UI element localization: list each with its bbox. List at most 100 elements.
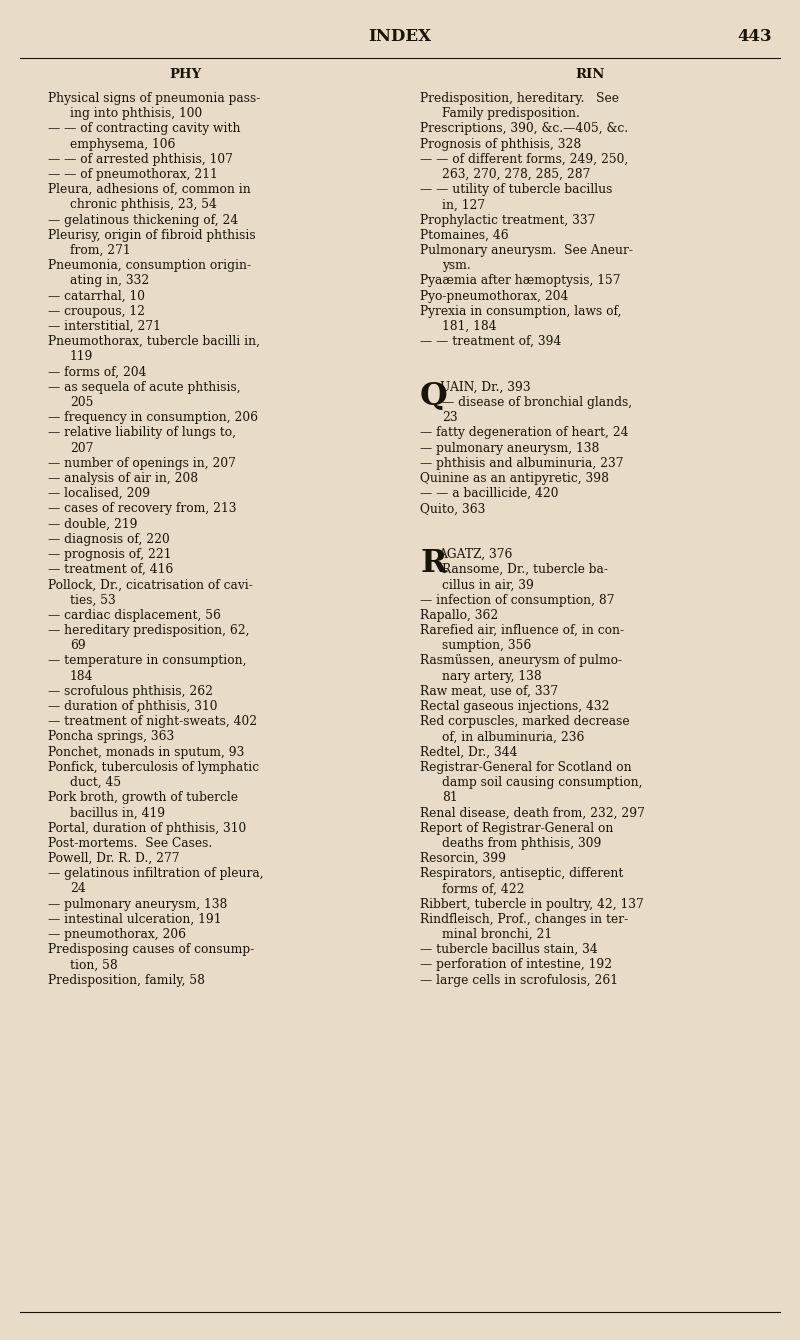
Text: — croupous, 12: — croupous, 12 [48, 304, 145, 318]
Text: 207: 207 [70, 442, 94, 454]
Text: Portal, duration of phthisis, 310: Portal, duration of phthisis, 310 [48, 821, 246, 835]
Text: PHY: PHY [169, 68, 201, 80]
Text: UAIN, Dr., 393: UAIN, Dr., 393 [440, 381, 530, 394]
Text: Prescriptions, 390, &c.—405, &c.: Prescriptions, 390, &c.—405, &c. [420, 122, 628, 135]
Text: — duration of phthisis, 310: — duration of phthisis, 310 [48, 699, 218, 713]
Text: sumption, 356: sumption, 356 [442, 639, 531, 653]
Text: Quinine as an antipyretic, 398: Quinine as an antipyretic, 398 [420, 472, 609, 485]
Text: Red corpuscles, marked decrease: Red corpuscles, marked decrease [420, 716, 630, 728]
Text: emphysema, 106: emphysema, 106 [70, 138, 175, 150]
Text: AGATZ, 376: AGATZ, 376 [438, 548, 512, 561]
Text: — analysis of air in, 208: — analysis of air in, 208 [48, 472, 198, 485]
Text: Powell, Dr. R. D., 277: Powell, Dr. R. D., 277 [48, 852, 179, 866]
Text: 24: 24 [70, 883, 86, 895]
Text: Pollock, Dr., cicatrisation of cavi-: Pollock, Dr., cicatrisation of cavi- [48, 579, 253, 591]
Text: — disease of bronchial glands,: — disease of bronchial glands, [442, 397, 632, 409]
Text: RIN: RIN [575, 68, 605, 80]
Text: Prognosis of phthisis, 328: Prognosis of phthisis, 328 [420, 138, 582, 150]
Text: from, 271: from, 271 [70, 244, 130, 257]
Text: Pneumothorax, tubercle bacilli in,: Pneumothorax, tubercle bacilli in, [48, 335, 260, 348]
Text: Quito, 363: Quito, 363 [420, 502, 486, 516]
Text: Respirators, antiseptic, different: Respirators, antiseptic, different [420, 867, 623, 880]
Text: 184: 184 [70, 670, 94, 682]
Text: — localised, 209: — localised, 209 [48, 488, 150, 500]
Text: — treatment of night-sweats, 402: — treatment of night-sweats, 402 [48, 716, 257, 728]
Text: — perforation of intestine, 192: — perforation of intestine, 192 [420, 958, 612, 971]
Text: Pleura, adhesions of, common in: Pleura, adhesions of, common in [48, 184, 250, 196]
Text: Rapallo, 362: Rapallo, 362 [420, 608, 498, 622]
Text: Renal disease, death from, 232, 297: Renal disease, death from, 232, 297 [420, 807, 645, 819]
Text: — — a bacillicide, 420: — — a bacillicide, 420 [420, 488, 558, 500]
Text: — tubercle bacillus stain, 34: — tubercle bacillus stain, 34 [420, 943, 598, 957]
Text: Physical signs of pneumonia pass-: Physical signs of pneumonia pass- [48, 92, 260, 105]
Text: 69: 69 [70, 639, 86, 653]
Text: Rindfleisch, Prof., changes in ter-: Rindfleisch, Prof., changes in ter- [420, 913, 628, 926]
Text: 23: 23 [442, 411, 458, 425]
Text: chronic phthisis, 23, 54: chronic phthisis, 23, 54 [70, 198, 217, 212]
Text: — interstitial, 271: — interstitial, 271 [48, 320, 161, 334]
Text: 81: 81 [442, 791, 458, 804]
Text: Predisposing causes of consump-: Predisposing causes of consump- [48, 943, 254, 957]
Text: 181, 184: 181, 184 [442, 320, 497, 334]
Text: Poncha springs, 363: Poncha springs, 363 [48, 730, 174, 744]
Text: Pyrexia in consumption, laws of,: Pyrexia in consumption, laws of, [420, 304, 622, 318]
Text: Pyo-pneumothorax, 204: Pyo-pneumothorax, 204 [420, 289, 568, 303]
Text: Predisposition, family, 58: Predisposition, family, 58 [48, 974, 205, 986]
Text: nary artery, 138: nary artery, 138 [442, 670, 542, 682]
Text: ties, 53: ties, 53 [70, 594, 116, 607]
Text: Pork broth, growth of tubercle: Pork broth, growth of tubercle [48, 791, 238, 804]
Text: bacillus in, 419: bacillus in, 419 [70, 807, 165, 819]
Text: Ribbert, tubercle in poultry, 42, 137: Ribbert, tubercle in poultry, 42, 137 [420, 898, 644, 911]
Text: Rarefied air, influence of, in con-: Rarefied air, influence of, in con- [420, 624, 624, 636]
Text: Redtel, Dr., 344: Redtel, Dr., 344 [420, 745, 518, 758]
Text: — large cells in scrofulosis, 261: — large cells in scrofulosis, 261 [420, 974, 618, 986]
Text: cillus in air, 39: cillus in air, 39 [442, 579, 534, 591]
Text: of, in albuminuria, 236: of, in albuminuria, 236 [442, 730, 584, 744]
Text: — relative liability of lungs to,: — relative liability of lungs to, [48, 426, 236, 440]
Text: Rectal gaseous injections, 432: Rectal gaseous injections, 432 [420, 699, 610, 713]
Text: Ransome, Dr., tubercle ba-: Ransome, Dr., tubercle ba- [442, 563, 608, 576]
Text: Ponchet, monads in sputum, 93: Ponchet, monads in sputum, 93 [48, 745, 244, 758]
Text: — pneumothorax, 206: — pneumothorax, 206 [48, 929, 186, 941]
Text: R: R [420, 548, 446, 579]
Text: minal bronchi, 21: minal bronchi, 21 [442, 929, 552, 941]
Text: — forms of, 204: — forms of, 204 [48, 366, 146, 379]
Text: — infection of consumption, 87: — infection of consumption, 87 [420, 594, 614, 607]
Text: Ptomaines, 46: Ptomaines, 46 [420, 229, 509, 241]
Text: Pyaæmia after hæmoptysis, 157: Pyaæmia after hæmoptysis, 157 [420, 275, 621, 287]
Text: — — treatment of, 394: — — treatment of, 394 [420, 335, 562, 348]
Text: — cardiac displacement, 56: — cardiac displacement, 56 [48, 608, 221, 622]
Text: — prognosis of, 221: — prognosis of, 221 [48, 548, 171, 561]
Text: Rasmüssen, aneurysm of pulmo-: Rasmüssen, aneurysm of pulmo- [420, 654, 622, 667]
Text: forms of, 422: forms of, 422 [442, 883, 525, 895]
Text: — temperature in consumption,: — temperature in consumption, [48, 654, 246, 667]
Text: Post-mortems.  See Cases.: Post-mortems. See Cases. [48, 836, 212, 850]
Text: 205: 205 [70, 397, 94, 409]
Text: in, 127: in, 127 [442, 198, 485, 212]
Text: Predisposition, hereditary.   See: Predisposition, hereditary. See [420, 92, 619, 105]
Text: — — utility of tubercle bacillus: — — utility of tubercle bacillus [420, 184, 612, 196]
Text: ating in, 332: ating in, 332 [70, 275, 150, 287]
Text: 443: 443 [738, 28, 772, 46]
Text: ysm.: ysm. [442, 259, 470, 272]
Text: Report of Registrar-General on: Report of Registrar-General on [420, 821, 614, 835]
Text: damp soil causing consumption,: damp soil causing consumption, [442, 776, 642, 789]
Text: INDEX: INDEX [369, 28, 431, 46]
Text: — gelatinous infiltration of pleura,: — gelatinous infiltration of pleura, [48, 867, 264, 880]
Text: Raw meat, use of, 337: Raw meat, use of, 337 [420, 685, 558, 698]
Text: — scrofulous phthisis, 262: — scrofulous phthisis, 262 [48, 685, 213, 698]
Text: Pleurisy, origin of fibroid phthisis: Pleurisy, origin of fibroid phthisis [48, 229, 256, 241]
Text: — — of different forms, 249, 250,: — — of different forms, 249, 250, [420, 153, 628, 166]
Text: duct, 45: duct, 45 [70, 776, 121, 789]
Text: tion, 58: tion, 58 [70, 958, 118, 971]
Text: — number of openings in, 207: — number of openings in, 207 [48, 457, 236, 470]
Text: Pulmonary aneurysm.  See Aneur-: Pulmonary aneurysm. See Aneur- [420, 244, 633, 257]
Text: — diagnosis of, 220: — diagnosis of, 220 [48, 533, 170, 545]
Text: Prophylactic treatment, 337: Prophylactic treatment, 337 [420, 213, 595, 226]
Text: — phthisis and albuminuria, 237: — phthisis and albuminuria, 237 [420, 457, 623, 470]
Text: — pulmonary aneurysm, 138: — pulmonary aneurysm, 138 [48, 898, 227, 911]
Text: — — of pneumothorax, 211: — — of pneumothorax, 211 [48, 168, 218, 181]
Text: — — of contracting cavity with: — — of contracting cavity with [48, 122, 241, 135]
Text: 119: 119 [70, 350, 94, 363]
Text: Q: Q [420, 381, 448, 411]
